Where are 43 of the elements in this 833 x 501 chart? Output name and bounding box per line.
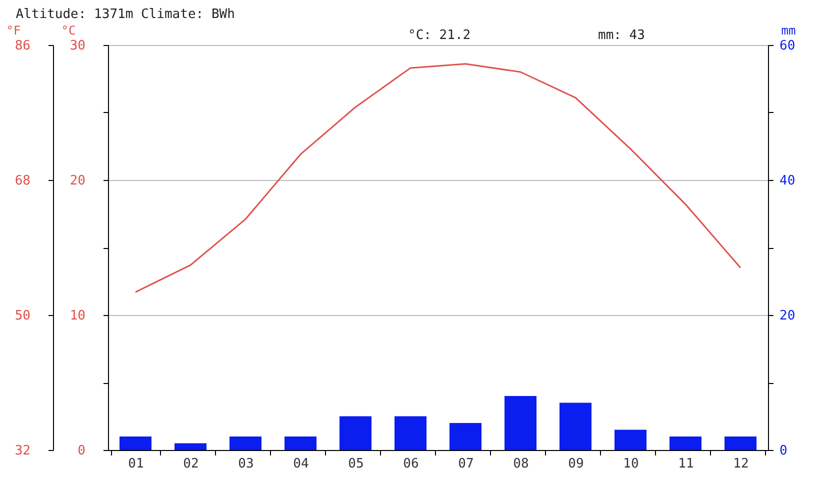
- x-tick-label: 04: [293, 456, 309, 472]
- y-axis-title: °C: [61, 24, 76, 38]
- x-tick-label: 02: [183, 456, 199, 472]
- y3-tick-label: 68: [14, 174, 30, 188]
- y3-tick-label: 86: [14, 38, 30, 54]
- y-tick-label: 30: [70, 38, 86, 54]
- chart-title: Altitude: 1371m Climate: BWh: [16, 7, 235, 22]
- bar: [560, 402, 592, 450]
- x-tick-label: 03: [238, 456, 254, 472]
- x-tick-label: 11: [678, 456, 694, 472]
- bar: [504, 396, 536, 450]
- bar: [120, 436, 152, 450]
- y2-tick-label: 20: [780, 308, 796, 324]
- bar: [614, 430, 646, 450]
- y-tick-label: 0: [78, 444, 86, 458]
- y-tick-label: 20: [70, 174, 86, 188]
- y2-tick-label: 0: [780, 444, 788, 458]
- x-tick-label: 08: [513, 456, 529, 472]
- bar: [340, 416, 372, 450]
- y-tick-label: 10: [70, 308, 86, 324]
- y2-tick-label: 40: [780, 174, 796, 188]
- x-tick-label: 10: [623, 456, 639, 472]
- bar: [724, 436, 756, 450]
- y3-tick-label: 50: [14, 308, 30, 324]
- bar: [450, 423, 482, 450]
- y3-tick-label: 32: [14, 444, 30, 458]
- y2-axis-title: mm: [781, 24, 796, 38]
- y2-tick-label: 60: [780, 38, 796, 54]
- x-tick-label: 05: [348, 456, 364, 472]
- bar: [284, 436, 316, 450]
- bar: [230, 436, 262, 450]
- bar: [394, 416, 426, 450]
- bar: [174, 443, 206, 450]
- x-tick-label: 06: [403, 456, 419, 472]
- line-series: [134, 63, 742, 293]
- bar: [670, 436, 702, 450]
- y3-axis-title: °F: [6, 24, 21, 38]
- text: °C: 21.2: [408, 28, 471, 43]
- x-tick-label: 01: [128, 456, 144, 472]
- x-tick-label: 07: [458, 456, 474, 472]
- x-tick-label: 12: [733, 456, 749, 472]
- x-tick-label: 09: [568, 456, 584, 472]
- text: mm: 43: [598, 28, 645, 43]
